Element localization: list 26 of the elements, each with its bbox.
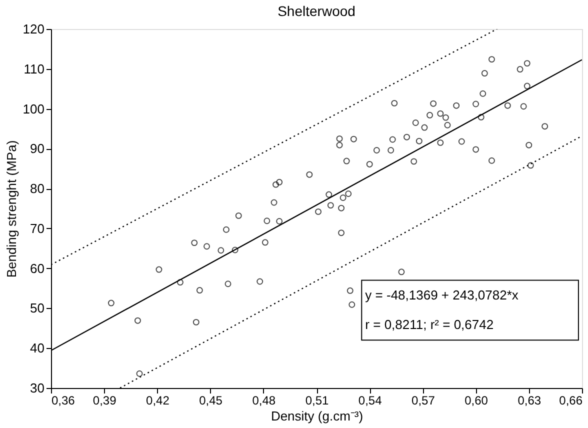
annotation: r = 0,8211; r² = 0,6742 <box>365 317 494 332</box>
x-tick-label: 0,63 <box>518 394 542 408</box>
x-tick-label: 0,39 <box>92 394 117 408</box>
chart-title: Shelterwood <box>278 3 356 19</box>
y-tick-label: 120 <box>22 22 44 36</box>
x-tick-label: 0,57 <box>412 394 436 408</box>
x-tick-label: 0,51 <box>305 394 329 408</box>
x-tick-label: 0,66 <box>559 394 583 408</box>
y-tick-label: 90 <box>30 141 44 156</box>
y-tick-label: 60 <box>30 260 44 276</box>
x-tick-label: 0,60 <box>464 394 488 408</box>
x-tick-label: 0,42 <box>146 394 170 408</box>
y-tick-label: 80 <box>30 181 44 196</box>
x-axis-title: Density (g.cm⁻³) <box>270 408 364 424</box>
y-tick-label: 30 <box>30 380 44 396</box>
x-tick-label: 0,48 <box>252 394 276 408</box>
x-tick-label: 0,45 <box>199 394 223 408</box>
annotation: y = -48,1369 + 243,0782*x <box>365 287 519 302</box>
y-tick-label: 50 <box>30 300 44 316</box>
y-tick-label: 70 <box>30 220 44 236</box>
x-tick-label: 0,36 <box>52 394 76 408</box>
y-tick-label: 100 <box>22 101 44 116</box>
x-tick-label: 0,54 <box>358 394 382 408</box>
y-axis-title: Bending strenght (MPa) <box>4 140 19 278</box>
y-tick-label: 40 <box>30 340 44 356</box>
y-tick-label: 110 <box>24 61 44 76</box>
